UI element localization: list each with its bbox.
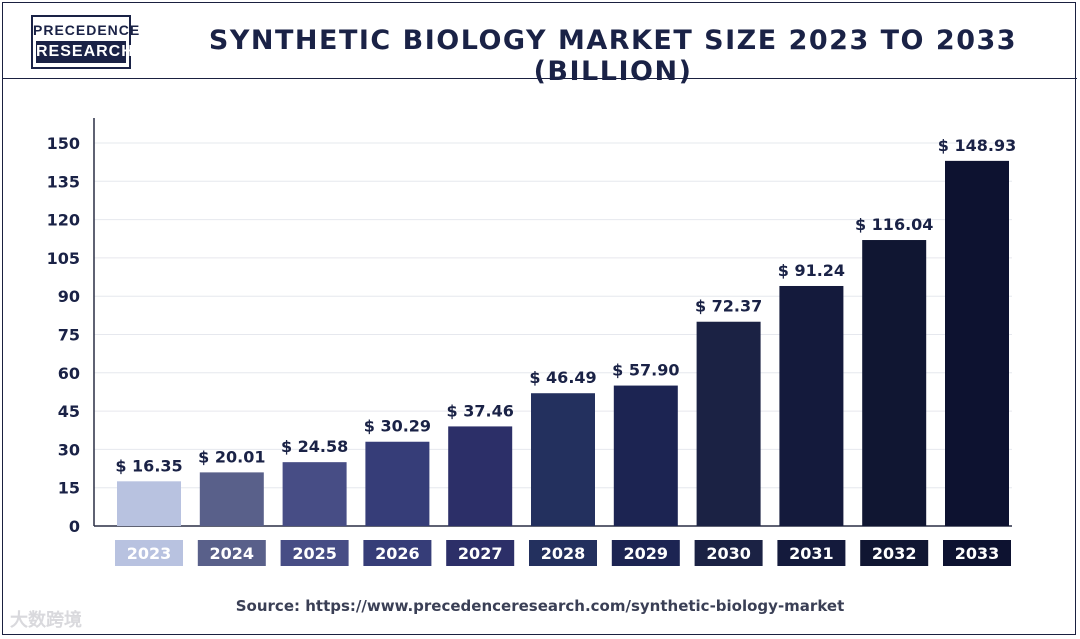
x-tick-box [115, 540, 183, 566]
x-tick-box [694, 540, 763, 566]
y-tick-label: 90 [58, 287, 80, 306]
y-tick-label: 75 [58, 326, 80, 345]
x-tick-box [363, 540, 432, 566]
data-label: $ 91.24 [778, 261, 845, 280]
data-label: $ 30.29 [364, 417, 431, 436]
y-tick-label: 105 [47, 249, 80, 268]
chart-title: SYNTHETIC BIOLOGY MARKET SIZE 2023 TO 20… [208, 25, 1018, 87]
x-tick-label: 2029 [624, 544, 669, 563]
x-tick-label: 2033 [955, 544, 1000, 563]
bar-2033 [945, 160, 1009, 526]
y-tick-label: 120 [47, 211, 80, 230]
bar-2027 [448, 426, 513, 526]
x-tick-box [777, 540, 846, 566]
bar-2031 [779, 285, 844, 526]
data-label: $ 24.58 [281, 437, 348, 456]
x-tick-label: 2028 [541, 544, 586, 563]
y-tick-label: 135 [47, 172, 80, 191]
data-label: $ 37.46 [447, 401, 514, 420]
y-tick-label: 30 [58, 440, 80, 459]
x-tick-label: 2031 [789, 544, 834, 563]
y-tick-label: 150 [47, 134, 80, 153]
x-tick-label: 2027 [458, 544, 503, 563]
x-tick-box [197, 540, 266, 566]
bar-2026 [365, 441, 430, 526]
logo-line-1: PRECEDENCE [33, 22, 141, 38]
watermark-text: 大数跨境 [10, 610, 82, 631]
y-tick-label: 60 [58, 364, 80, 383]
data-label: $ 72.37 [695, 297, 762, 316]
y-tick-label: 45 [58, 402, 80, 421]
x-tick-label: 2025 [292, 544, 337, 563]
x-tick-box [943, 540, 1011, 566]
x-tick-label: 2030 [706, 544, 751, 563]
bar-2030 [696, 321, 761, 526]
x-tick-box [529, 540, 597, 566]
data-label: $ 116.04 [855, 215, 933, 234]
precedence-research-logo: PRECEDENCE RESEARCH [31, 15, 141, 69]
x-tick-label: 2026 [375, 544, 420, 563]
source-caption: Source: https://www.precedenceresearch.c… [235, 597, 845, 615]
y-tick-label: 15 [58, 479, 80, 498]
x-tick-box [280, 540, 349, 566]
bar-2029 [613, 385, 678, 526]
y-tick-label: 0 [69, 517, 80, 536]
data-label: $ 57.90 [612, 361, 679, 380]
bar-2032 [862, 240, 927, 526]
data-label: $ 20.01 [198, 447, 265, 466]
x-tick-label: 2023 [127, 544, 172, 563]
data-label: $ 148.93 [938, 136, 1016, 155]
logo-line-2: RESEARCH [36, 41, 133, 63]
x-tick-box [860, 540, 929, 566]
x-tick-label: 2032 [872, 544, 917, 563]
x-tick-box [611, 540, 680, 566]
header: PRECEDENCE RESEARCH SYNTHETIC BIOLOGY MA… [3, 3, 1077, 87]
bar-2023 [117, 481, 181, 526]
x-tick-box [446, 540, 515, 566]
bar-2025 [282, 462, 347, 526]
bar-2024 [199, 472, 264, 526]
data-label: $ 16.35 [115, 456, 182, 475]
data-label: $ 46.49 [529, 368, 596, 387]
bar-2028 [531, 393, 595, 526]
x-tick-label: 2024 [210, 544, 255, 563]
